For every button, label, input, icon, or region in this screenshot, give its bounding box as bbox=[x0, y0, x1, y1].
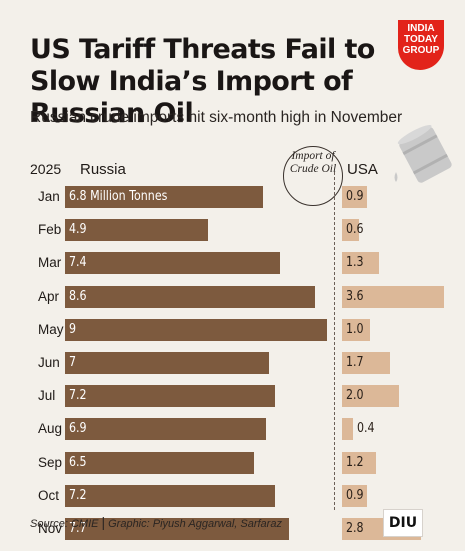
bar-usa-jun bbox=[342, 352, 391, 374]
bar-russia-feb bbox=[65, 219, 208, 242]
bar-russia-sep bbox=[65, 451, 255, 474]
bar-usa-may bbox=[342, 318, 371, 341]
bar-label-usa-feb: 0.6 bbox=[346, 222, 364, 238]
bar-label-russia-feb: 4.9 bbox=[69, 222, 87, 238]
month-label-may: May bbox=[38, 321, 64, 337]
logo-line3: GROUP bbox=[403, 45, 440, 56]
bar-label-usa-mar: 1.3 bbox=[346, 255, 364, 271]
bar-usa-aug bbox=[342, 418, 354, 441]
graphic-credit: Graphic: Piyush Aggarwal, Sarfaraz bbox=[108, 518, 282, 530]
month-label-jul: Jul bbox=[38, 388, 56, 404]
bar-russia-jan bbox=[65, 186, 263, 208]
bar-russia-jul bbox=[65, 385, 275, 408]
bar-russia-apr bbox=[65, 285, 316, 308]
footer-separator: | bbox=[101, 514, 106, 530]
bar-usa-apr bbox=[342, 285, 444, 308]
logo-shape bbox=[398, 20, 444, 70]
bar-russia-oct bbox=[65, 484, 275, 507]
bar-label-russia-apr: 8.6 bbox=[69, 288, 87, 304]
bar-usa-feb bbox=[342, 219, 359, 242]
bar-label-usa-oct: 0.9 bbox=[346, 487, 364, 503]
month-label-sep: Sep bbox=[38, 454, 63, 470]
chart-title: US Tariff Threats Fail to Slow India’s I… bbox=[30, 34, 375, 129]
bar-usa-jul bbox=[342, 385, 399, 408]
bar-usa-sep bbox=[342, 451, 376, 474]
diu-logo: DIU bbox=[383, 509, 423, 537]
bar-russia-nov bbox=[65, 518, 290, 540]
month-label-jun: Jun bbox=[38, 355, 60, 370]
month-label-aug: Aug bbox=[38, 421, 63, 437]
bar-label-russia-sep: 6.5 bbox=[69, 454, 87, 470]
bar-label-russia-may: 9 bbox=[69, 321, 77, 337]
month-label-feb: Feb bbox=[38, 222, 62, 238]
bar-label-russia-nov: 7.7 bbox=[69, 521, 87, 536]
bar-usa-jan bbox=[342, 186, 368, 208]
bar-label-usa-jun: 1.7 bbox=[346, 355, 364, 370]
oil-barrel-icon bbox=[394, 124, 452, 183]
series-divider bbox=[334, 172, 335, 510]
month-label-jan: Jan bbox=[38, 189, 60, 204]
year-label: 2025 bbox=[30, 161, 62, 177]
month-label-apr: Apr bbox=[38, 288, 60, 304]
bar-label-usa-may: 1.0 bbox=[346, 321, 364, 337]
bar-label-russia-jul: 7.2 bbox=[69, 388, 87, 404]
import-badge bbox=[283, 146, 343, 206]
month-label-mar: Mar bbox=[38, 255, 62, 271]
bar-label-usa-jan: 0.9 bbox=[346, 189, 364, 204]
bar-russia-mar bbox=[65, 252, 281, 275]
month-label-nov: Nov bbox=[38, 521, 63, 536]
source-text: Source: CMIE bbox=[30, 518, 99, 530]
import-badge-label: Import of Crude Oil bbox=[289, 150, 337, 175]
bar-label-russia-jan: 6.8 Million Tonnes bbox=[69, 189, 168, 204]
logo-line1: INDIA bbox=[407, 23, 434, 34]
bar-label-russia-jun: 7 bbox=[69, 355, 77, 370]
bar-label-russia-aug: 6.9 bbox=[69, 421, 87, 437]
logo-line2: TODAY bbox=[404, 34, 438, 45]
footer-source: Source: CMIE | Graphic: Piyush Aggarwal, S… bbox=[30, 514, 282, 530]
bar-label-russia-mar: 7.4 bbox=[69, 255, 87, 271]
bar-label-usa-sep: 1.2 bbox=[346, 454, 364, 470]
chart-subtitle: Russian crude imports hit six-month high… bbox=[30, 109, 403, 126]
bar-label-usa-nov: 2.8 bbox=[346, 521, 364, 536]
bar-usa-mar bbox=[342, 252, 379, 275]
series-label-russia: Russia bbox=[80, 161, 126, 178]
bar-label-usa-apr: 3.6 bbox=[346, 288, 364, 304]
series-label-usa: USA bbox=[347, 161, 378, 178]
bar-russia-jun bbox=[65, 352, 269, 374]
bar-usa-oct bbox=[342, 484, 368, 507]
bar-russia-may bbox=[65, 318, 327, 341]
bar-russia-aug bbox=[65, 418, 266, 441]
month-label-oct: Oct bbox=[38, 487, 60, 503]
india-today-group-logo: INDIA TODAY GROUP bbox=[398, 20, 444, 70]
bar-label-usa-jul: 2.0 bbox=[346, 388, 364, 404]
bar-label-usa-aug: 0.4 bbox=[357, 421, 375, 437]
bar-label-russia-oct: 7.2 bbox=[69, 487, 87, 503]
